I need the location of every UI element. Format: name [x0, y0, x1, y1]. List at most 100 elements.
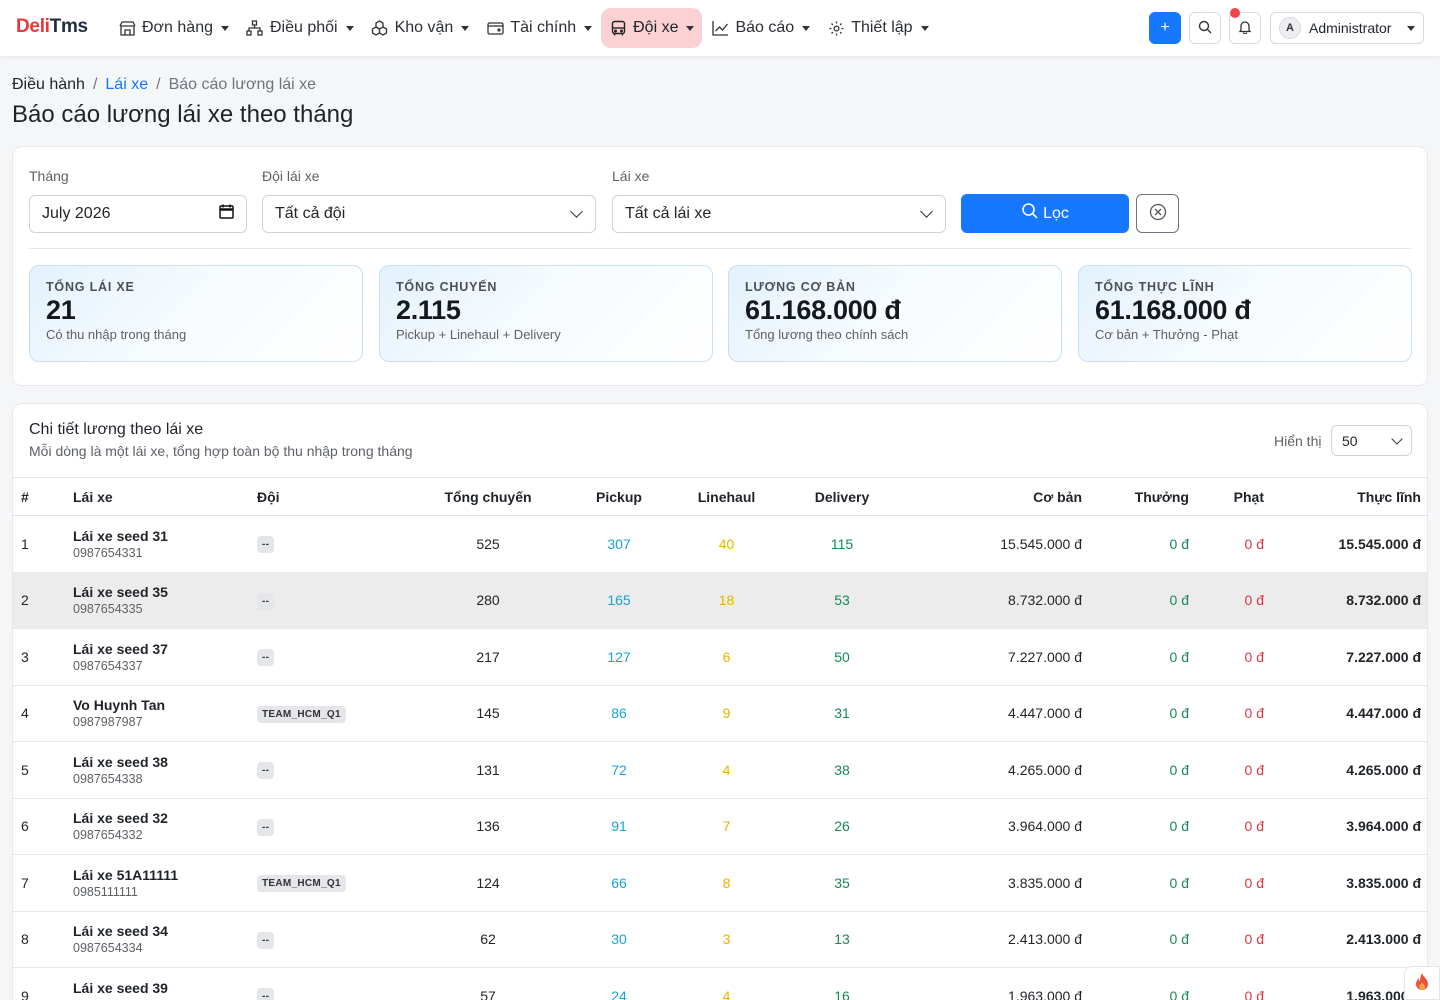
store-icon: [118, 19, 136, 37]
driver-cell[interactable]: Lái xe seed 37 0987654337: [65, 628, 249, 686]
chevron-down-icon: [920, 205, 933, 218]
driver-select[interactable]: Tất cả lái xe: [612, 195, 946, 233]
delivery-count: 53: [802, 572, 882, 629]
menu-reports[interactable]: Báo cáo: [703, 8, 818, 48]
total-trips: 131: [389, 741, 587, 799]
gear-icon: [827, 19, 845, 37]
col-penalty: Phạt: [1197, 477, 1272, 516]
filter-button[interactable]: Lọc: [961, 194, 1129, 233]
penalty-amount: 0 đ: [1197, 628, 1272, 686]
driver-cell[interactable]: Lái xe seed 31 0987654331: [65, 515, 249, 573]
brand-part-1: Deli: [16, 16, 50, 37]
menu-orders[interactable]: Đơn hàng: [110, 8, 237, 48]
driver-name[interactable]: Lái xe seed 35: [73, 584, 168, 601]
top-navbar: DeliTms Đơn hàng Điều phối Kho vận Tài c…: [0, 0, 1440, 56]
brand-logo[interactable]: DeliTms: [16, 16, 88, 38]
stat-subtitle: Có thu nhập trong tháng: [46, 327, 187, 342]
table-row[interactable]: 1 Lái xe seed 31 0987654331 -- 525 307 40 115 15…: [13, 515, 1427, 573]
table-title: Chi tiết lương theo lái xe: [29, 421, 204, 438]
team-select[interactable]: Tất cả đội: [262, 195, 596, 233]
table-row[interactable]: 7 Lái xe 51A11111 0985111111 TEAM_HCM_Q1 124…: [13, 854, 1427, 912]
driver-phone: 0987654335: [73, 602, 143, 617]
driver-name[interactable]: Vo Huynh Tan: [73, 697, 166, 714]
delivery-count: 16: [802, 967, 882, 1000]
net-salary: 3.835.000 đ: [1272, 854, 1427, 912]
menu-settings[interactable]: Thiết lập: [819, 8, 936, 48]
bonus-amount: 0 đ: [1090, 854, 1197, 912]
table-row[interactable]: 3 Lái xe seed 37 0987654337 -- 217 127 6 50 7.22…: [13, 628, 1427, 686]
col-driver: Lái xe: [65, 477, 249, 516]
breadcrumb-root[interactable]: Điều hành: [12, 76, 85, 93]
calendar-icon[interactable]: [219, 204, 234, 224]
bonus-amount: 0 đ: [1090, 911, 1197, 968]
clear-filter-button[interactable]: [1136, 194, 1179, 233]
driver-cell[interactable]: Lái xe 51A11111 0985111111: [65, 854, 249, 912]
driver-name[interactable]: Lái xe 51A11111: [73, 866, 179, 883]
team-cell: --: [249, 572, 389, 629]
chevron-down-icon: [1391, 432, 1403, 445]
team-select-value: Tất cả đội: [275, 205, 346, 222]
total-trips: 280: [389, 572, 587, 629]
team-cell: TEAM_HCM_Q1: [249, 685, 389, 742]
linehaul-count: 7: [651, 798, 802, 855]
driver-name[interactable]: Lái xe seed 38: [73, 753, 168, 770]
delivery-count: 35: [802, 854, 882, 912]
add-button[interactable]: +: [1149, 12, 1181, 44]
col-bonus: Thưởng: [1090, 477, 1197, 516]
driver-cell[interactable]: Lái xe seed 38 0987654338: [65, 741, 249, 799]
driver-cell[interactable]: Lái xe seed 34 0987654334: [65, 911, 249, 968]
col-net: Thực lĩnh: [1272, 477, 1427, 516]
pickup-count: 86: [587, 685, 651, 742]
menu-dispatch[interactable]: Điều phối: [238, 8, 362, 48]
page-size-value: 50: [1342, 432, 1358, 449]
net-salary: 8.732.000 đ: [1272, 572, 1427, 629]
chevron-down-icon: [461, 25, 470, 31]
total-trips: 525: [389, 515, 587, 573]
search-button[interactable]: [1189, 12, 1221, 44]
driver-select-value: Tất cả lái xe: [625, 205, 712, 222]
notifications-button[interactable]: [1229, 8, 1261, 44]
penalty-amount: 0 đ: [1197, 798, 1272, 855]
user-name: Administrator: [1309, 20, 1392, 36]
page-size-select[interactable]: 50: [1331, 425, 1412, 456]
debug-toolbar-button[interactable]: [1404, 966, 1440, 1000]
driver-name[interactable]: Lái xe seed 31: [73, 527, 168, 544]
driver-name[interactable]: Lái xe seed 37: [73, 640, 168, 657]
pickup-count: 30: [587, 911, 651, 968]
net-salary: 4.447.000 đ: [1272, 685, 1427, 742]
driver-cell[interactable]: Lái xe seed 39 0987654339: [65, 967, 249, 1000]
close-circle-icon: [1149, 203, 1167, 224]
user-menu[interactable]: A Administrator: [1270, 12, 1424, 44]
table-row[interactable]: 8 Lái xe seed 34 0987654334 -- 62 30 3 13 2.413.…: [13, 911, 1427, 968]
stat-label: Lương cơ bản: [745, 280, 856, 294]
col-delivery: Delivery: [802, 477, 882, 516]
plus-icon: +: [1160, 19, 1170, 36]
menu-settings-label: Thiết lập: [851, 19, 913, 36]
menu-fleet[interactable]: Đội xe: [601, 8, 703, 48]
menu-finance[interactable]: Tài chính: [478, 8, 600, 48]
penalty-amount: 0 đ: [1197, 741, 1272, 799]
net-salary: 1.963.000 đ: [1272, 967, 1427, 1000]
team-label: Đội lái xe: [262, 168, 320, 184]
pickup-count: 24: [587, 967, 651, 1000]
driver-cell[interactable]: Lái xe seed 35 0987654335: [65, 572, 249, 629]
network-icon: [246, 19, 264, 37]
table-row[interactable]: 2 Lái xe seed 35 0987654335 -- 280 165 18 53 8.7…: [13, 572, 1427, 629]
menu-warehouse[interactable]: Kho vận: [363, 8, 478, 48]
table-row[interactable]: 5 Lái xe seed 38 0987654338 -- 131 72 4 38 4.265…: [13, 741, 1427, 799]
driver-name[interactable]: Lái xe seed 39: [73, 979, 168, 996]
table-row[interactable]: 6 Lái xe seed 32 0987654332 -- 136 91 7 26 3.964…: [13, 798, 1427, 855]
driver-name[interactable]: Lái xe seed 32: [73, 810, 168, 827]
bonus-amount: 0 đ: [1090, 685, 1197, 742]
table-row[interactable]: 4 Vo Huynh Tan 0987987987 TEAM_HCM_Q1 145 86 9…: [13, 685, 1427, 742]
delivery-count: 31: [802, 685, 882, 742]
table-subtitle: Mỗi dòng là một lái xe, tổng hợp toàn bộ…: [29, 443, 413, 459]
breadcrumb-drivers-link[interactable]: Lái xe: [105, 76, 149, 93]
chart-icon: [711, 19, 729, 37]
driver-cell[interactable]: Vo Huynh Tan 0987987987: [65, 685, 249, 742]
driver-cell[interactable]: Lái xe seed 32 0987654332: [65, 798, 249, 855]
month-picker[interactable]: July 2026: [29, 195, 247, 233]
search-icon: [1198, 20, 1212, 37]
driver-name[interactable]: Lái xe seed 34: [73, 923, 168, 940]
